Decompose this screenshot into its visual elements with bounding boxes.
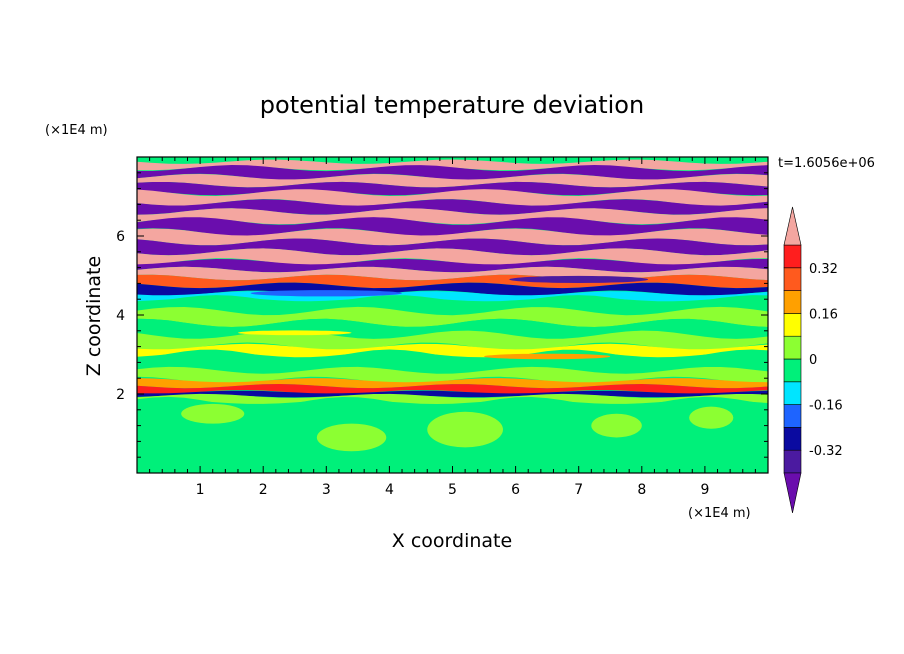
contour-blob bbox=[509, 275, 649, 284]
x-tick-label: 2 bbox=[259, 482, 268, 498]
contour-layer bbox=[137, 159, 768, 171]
chart-title: potential temperature deviation bbox=[260, 91, 644, 119]
contour-layer bbox=[137, 330, 768, 351]
x-tick-label: 8 bbox=[637, 482, 646, 498]
contour-layer bbox=[137, 248, 768, 266]
x-unit-label: (×1E4 m) bbox=[688, 506, 751, 521]
contour-field bbox=[137, 157, 768, 473]
colorbar-swatch bbox=[783, 290, 802, 314]
colorbar-swatch bbox=[783, 358, 802, 383]
contour-blob bbox=[316, 423, 387, 452]
contour-blob bbox=[484, 353, 611, 360]
contour-blob bbox=[591, 413, 642, 438]
colorbar-lower-arrow bbox=[783, 472, 802, 514]
colorbar-tick-label: -0.16 bbox=[809, 399, 843, 414]
time-label: t=1.6056e+06 bbox=[778, 156, 875, 171]
contour-layer bbox=[137, 393, 768, 404]
contour-layer bbox=[137, 366, 768, 384]
colorbar-swatch bbox=[783, 404, 802, 428]
colorbar: 0.32 0.16 0 -0.16 -0.32 bbox=[783, 206, 843, 514]
x-tick-label: 3 bbox=[322, 482, 331, 498]
contour-blob bbox=[689, 406, 734, 429]
contour-layer bbox=[137, 306, 768, 327]
contour-layer bbox=[137, 181, 768, 196]
contour-blob bbox=[250, 290, 403, 297]
contour-layer bbox=[137, 378, 768, 389]
contour-layer bbox=[137, 258, 768, 273]
contour-layer bbox=[137, 295, 768, 316]
contour-layer bbox=[137, 228, 768, 246]
contour-blob bbox=[237, 330, 352, 336]
contour-layer bbox=[137, 318, 768, 339]
y-axis-ticks: 2 4 6 bbox=[116, 172, 768, 458]
contour-layer bbox=[137, 390, 768, 398]
x-tick-label: 4 bbox=[385, 482, 394, 498]
colorbar-swatch bbox=[783, 335, 802, 360]
contour-layer bbox=[137, 189, 768, 206]
x-tick-label: 6 bbox=[511, 482, 520, 498]
y-tick-label: 6 bbox=[116, 229, 125, 245]
colorbar-swatch bbox=[783, 313, 802, 337]
x-tick-label: 1 bbox=[196, 482, 205, 498]
contour-layer bbox=[137, 165, 768, 180]
contour-layer bbox=[137, 199, 768, 215]
y-axis-label: Z coordinate bbox=[83, 256, 105, 376]
contour-layer bbox=[137, 217, 768, 236]
colorbar-upper-arrow bbox=[783, 206, 802, 246]
colorbar-swatch bbox=[783, 244, 802, 269]
contour-layer bbox=[137, 174, 768, 188]
y-tick-label: 2 bbox=[116, 387, 125, 403]
colorbar-tick-label: 0 bbox=[809, 353, 817, 368]
colorbar-tick-label: -0.32 bbox=[809, 444, 843, 459]
colorbar-swatch bbox=[783, 267, 802, 291]
contour-blob bbox=[427, 411, 503, 448]
colorbar-swatch bbox=[783, 381, 802, 405]
colorbar-swatch bbox=[783, 449, 802, 474]
x-axis-label: X coordinate bbox=[392, 530, 512, 552]
colorbar-tick-label: 0.16 bbox=[809, 307, 838, 322]
contour-layer bbox=[137, 349, 768, 376]
contour-blob bbox=[181, 403, 245, 424]
colorbar-tick-label: 0.32 bbox=[809, 262, 838, 277]
x-tick-label: 9 bbox=[700, 482, 709, 498]
x-tick-label: 7 bbox=[574, 482, 583, 498]
y-tick-label: 4 bbox=[116, 308, 125, 324]
contour-layer bbox=[137, 384, 768, 395]
x-tick-label: 5 bbox=[448, 482, 457, 498]
x-axis-ticks: 1 2 3 4 5 6 7 8 9 bbox=[149, 157, 769, 498]
contour-layer bbox=[137, 274, 768, 289]
z-unit-label: (×1E4 m) bbox=[45, 123, 108, 138]
colorbar-swatch bbox=[783, 427, 802, 451]
contour-layer bbox=[137, 238, 768, 256]
contour-layer bbox=[137, 208, 768, 225]
